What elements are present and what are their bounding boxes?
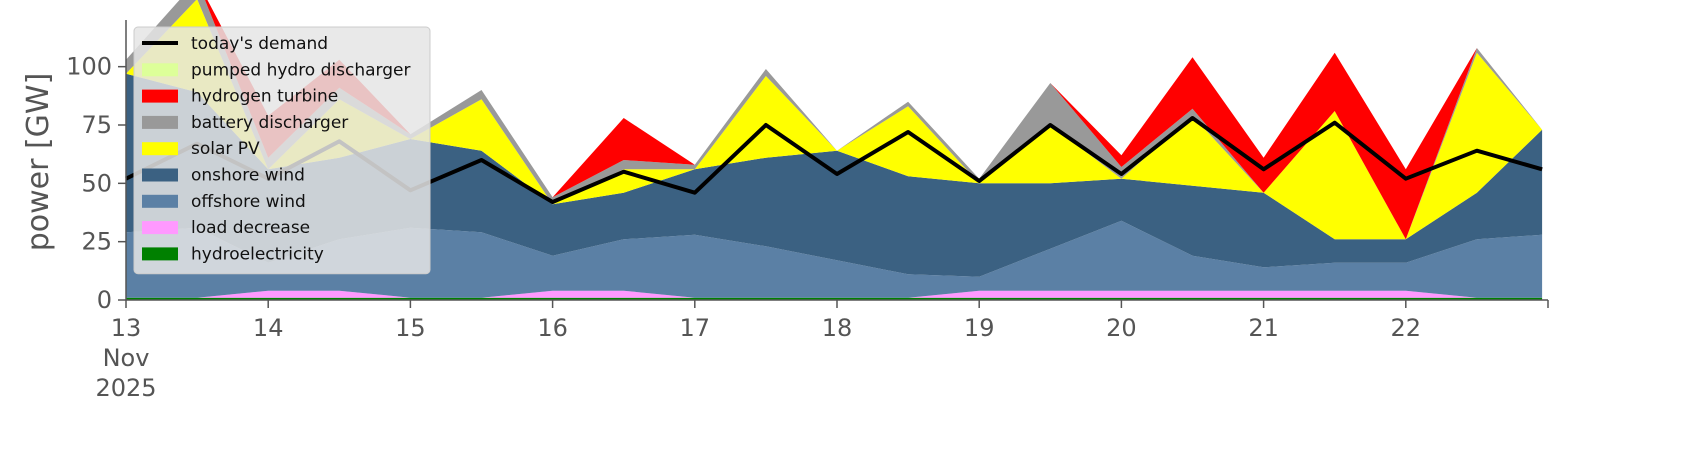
x-tick-label: 17 xyxy=(680,314,711,342)
legend-swatch xyxy=(142,195,178,208)
x-tick-label: 16 xyxy=(537,314,568,342)
legend-label: load decrease xyxy=(191,218,310,238)
legend-swatch xyxy=(142,63,178,76)
legend: today's demand pumped hydro discharger hyd… xyxy=(134,27,430,274)
legend-label: hydroelectricity xyxy=(191,244,324,264)
legend-label: battery discharger xyxy=(191,113,348,133)
x-tick-label: 18 xyxy=(822,314,853,342)
y-tick-label: 100 xyxy=(66,53,112,81)
legend-label: pumped hydro discharger xyxy=(191,60,410,80)
y-tick-label: 0 xyxy=(97,286,112,314)
legend-swatch xyxy=(142,221,178,234)
legend-swatch xyxy=(142,169,178,182)
y-tick-label: 25 xyxy=(81,228,112,256)
x-tick-label: 19 xyxy=(964,314,995,342)
legend-swatch xyxy=(142,247,178,260)
legend-label: today's demand xyxy=(191,34,328,54)
legend-label: hydrogen turbine xyxy=(191,87,338,107)
x-tick-sublabel: 2025 xyxy=(95,374,156,402)
x-tick-label: 15 xyxy=(395,314,426,342)
legend-label: offshore wind xyxy=(191,192,306,212)
y-tick-label: 50 xyxy=(81,169,112,197)
x-tick-label: 14 xyxy=(253,314,284,342)
y-axis-label: power [GW] xyxy=(21,73,56,252)
x-tick-label: 21 xyxy=(1248,314,1279,342)
x-tick-label: 13 xyxy=(111,314,142,342)
legend-swatch xyxy=(142,116,178,129)
legend-label: solar PV xyxy=(191,139,260,159)
y-tick-label: 75 xyxy=(81,111,112,139)
legend-label: onshore wind xyxy=(191,166,305,186)
x-tick-label: 22 xyxy=(1391,314,1422,342)
legend-swatch xyxy=(142,142,178,155)
x-tick-sublabel: Nov xyxy=(103,344,150,372)
x-tick-label: 20 xyxy=(1106,314,1137,342)
legend-swatch xyxy=(142,90,178,103)
